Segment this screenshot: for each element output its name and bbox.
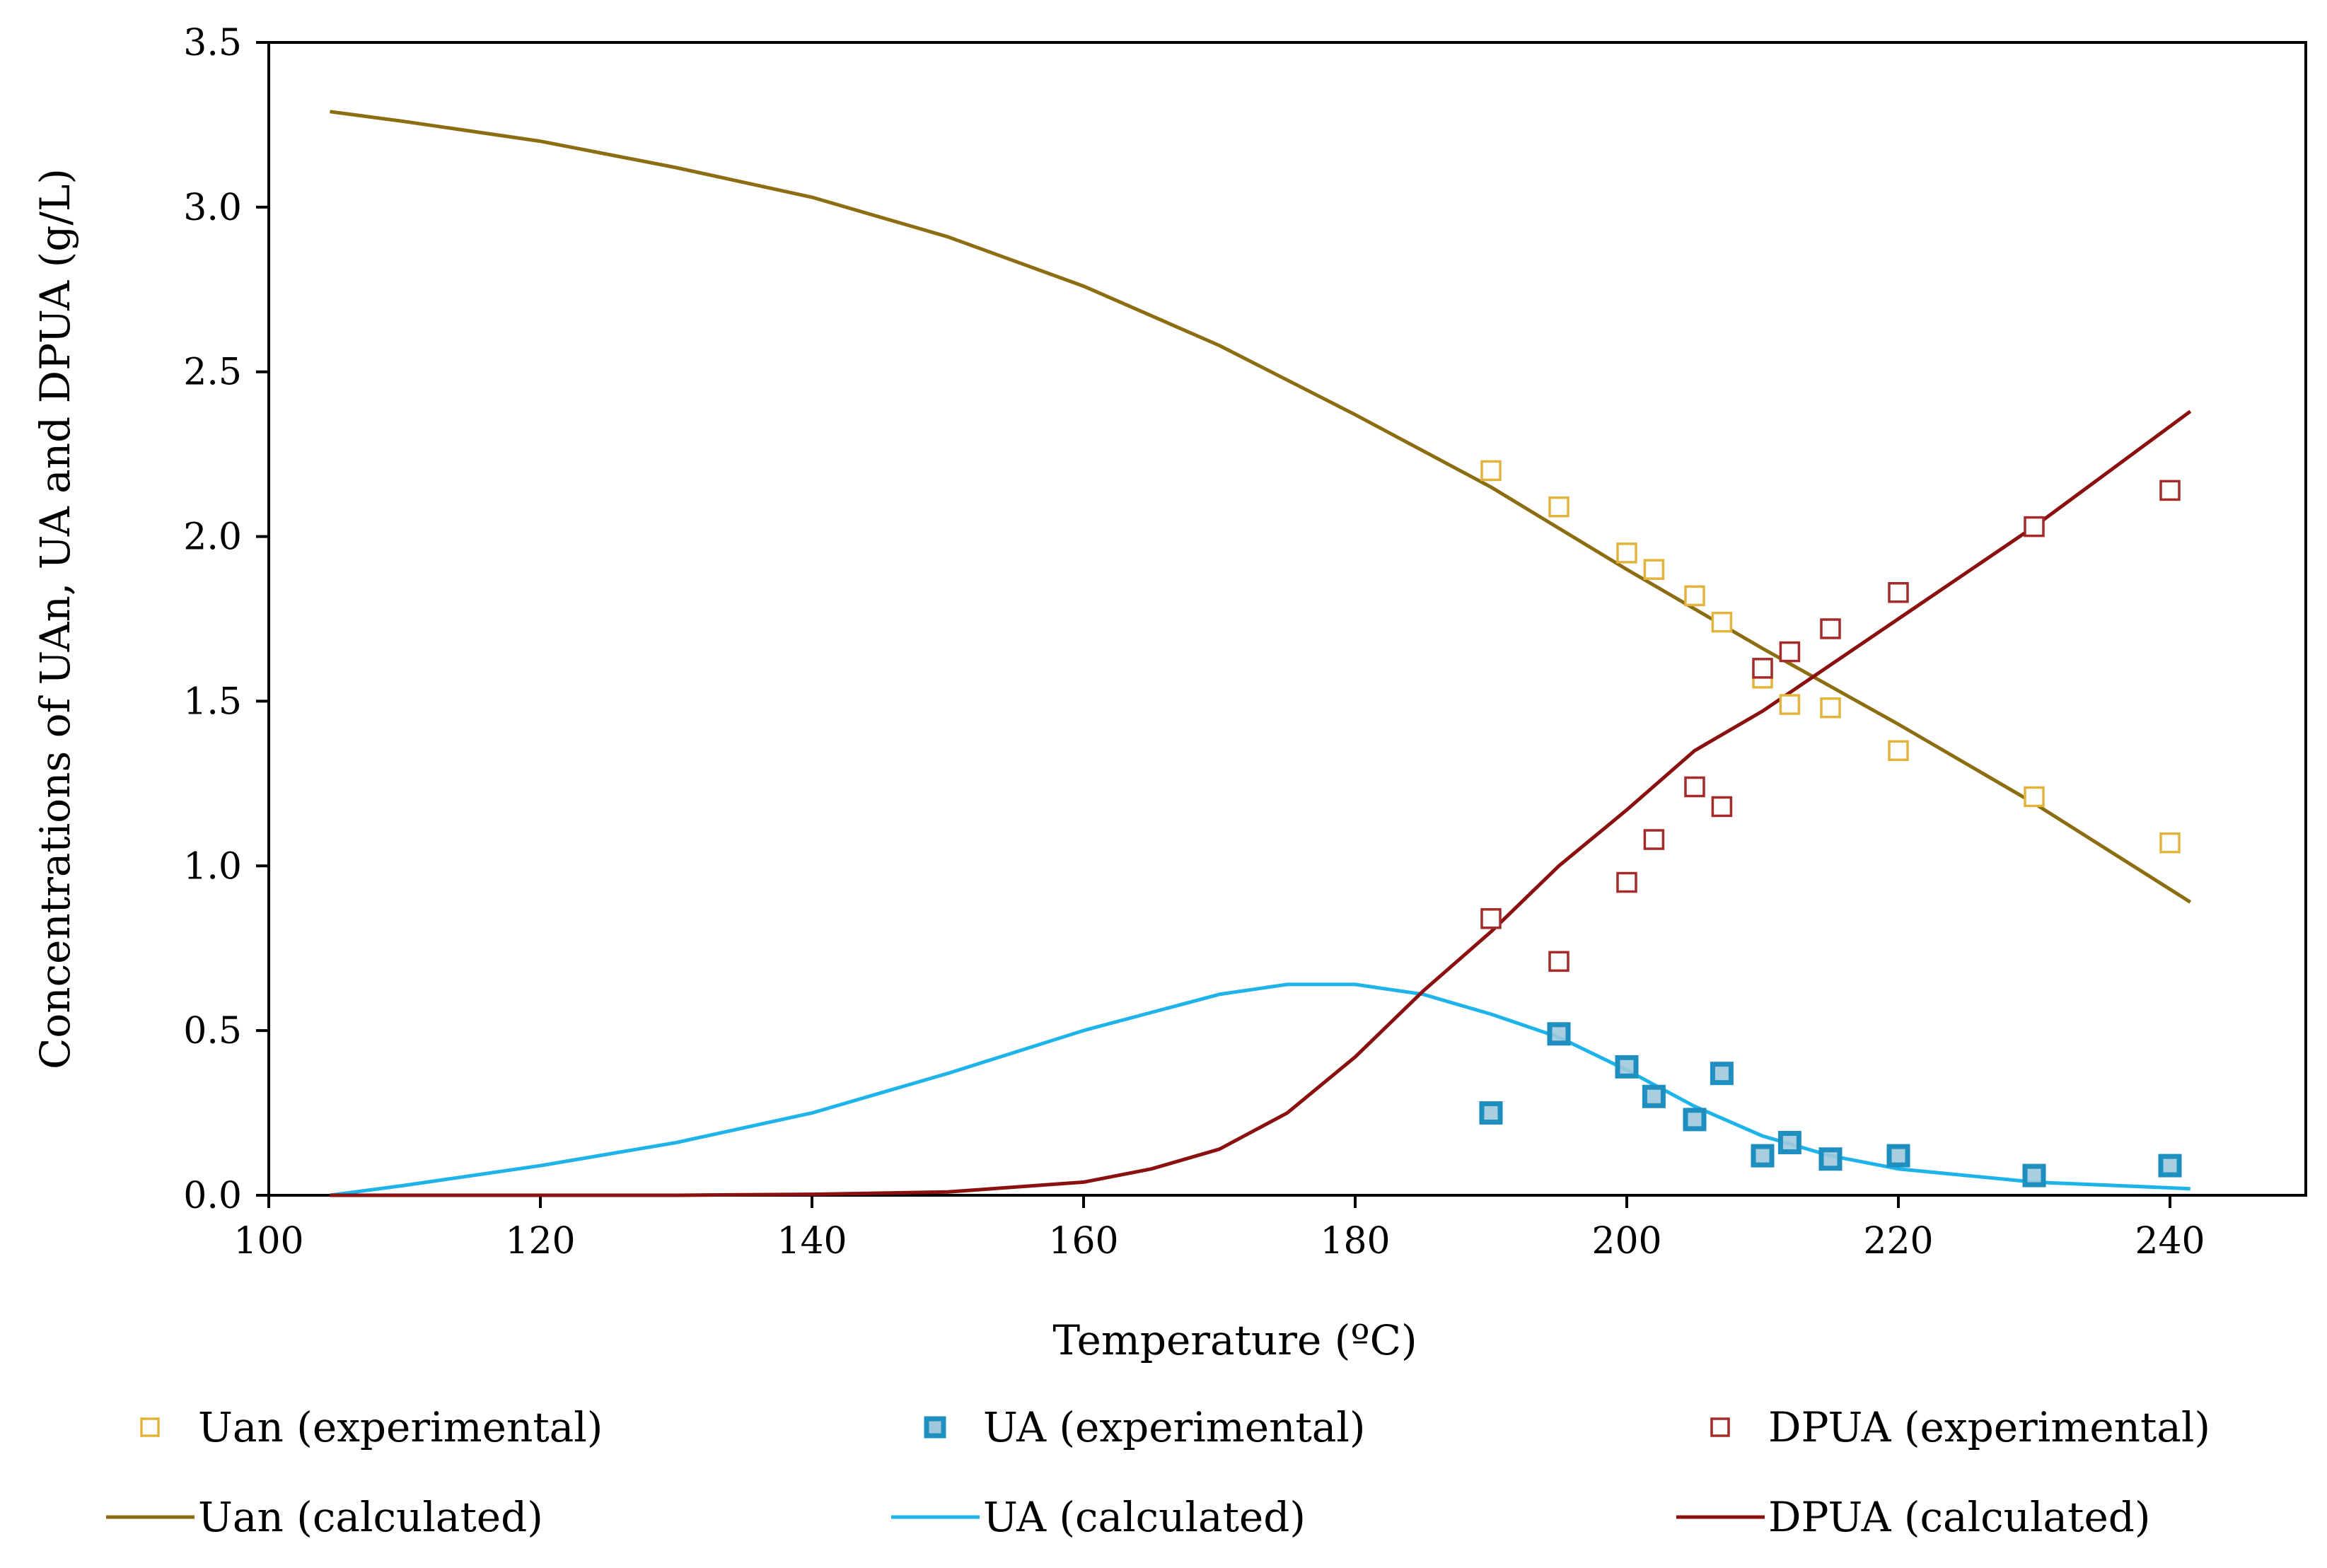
data-point-dpua-experimental: [1752, 658, 1773, 679]
data-point-uan-experimental: [1820, 697, 1841, 719]
data-point-uan-experimental: [1480, 460, 1502, 482]
x-tick-label: 140: [777, 1220, 847, 1262]
y-tick-label: 0.0: [183, 1175, 242, 1217]
legend-marker: [1710, 1417, 1730, 1437]
data-point-dpua-experimental: [1711, 796, 1733, 818]
legend-item-ua-calculated: UA (calculated): [891, 1493, 1306, 1541]
plot-frame: [267, 41, 2307, 1197]
data-point-dpua-experimental: [1820, 618, 1841, 639]
data-point-ua-experimental: [1615, 1055, 1639, 1079]
data-point-dpua-experimental: [1888, 581, 1909, 603]
legend-label: UA (experimental): [983, 1403, 1366, 1451]
series-line-dpua-calculated: [330, 410, 2192, 1197]
data-point-ua-experimental: [1886, 1144, 1910, 1168]
data-point-ua-experimental: [2158, 1154, 2182, 1178]
data-point-uan-experimental: [2159, 832, 2181, 854]
x-axis-title: Temperature (ºC): [1052, 1316, 1417, 1364]
data-point-uan-experimental: [1548, 496, 1569, 518]
data-point-ua-experimental: [1683, 1108, 1707, 1132]
data-point-ua-experimental: [1710, 1062, 1734, 1086]
data-point-dpua-experimental: [2024, 516, 2045, 538]
x-tick-label: 160: [1048, 1220, 1118, 1262]
x-axis: 100 120 140 160 180 200 220 240: [233, 1195, 2205, 1262]
data-point-ua-experimental: [1751, 1144, 1775, 1168]
legend-label: Uan (experimental): [198, 1403, 603, 1451]
legend-item-uan-calculated: Uan (calculated): [106, 1493, 543, 1541]
y-axis: 0.0 0.5 1.0 1.5 2.0 2.5 3.0 3.5: [183, 22, 269, 1217]
x-tick-label: 220: [1863, 1220, 1933, 1262]
data-point-uan-experimental: [2024, 786, 2045, 808]
y-tick-label: 1.0: [183, 845, 242, 888]
data-point-ua-experimental: [1479, 1101, 1503, 1125]
data-point-uan-experimental: [1643, 559, 1665, 580]
y-tick-label: 3.0: [183, 187, 242, 229]
data-point-dpua-experimental: [1684, 776, 1705, 798]
legend-item-ua-experimental: UA (experimental): [924, 1403, 1366, 1451]
y-axis-title: Concentrations of UAn, UA and DPUA (g/L): [31, 168, 79, 1069]
x-tick-label: 200: [1591, 1220, 1661, 1262]
y-tick-label: 2.5: [183, 352, 242, 394]
data-point-ua-experimental: [1777, 1130, 1801, 1154]
legend: Uan (experimental) UA (experimental) DPUA …: [106, 1403, 2210, 1541]
legend-item-dpua-calculated: DPUA (calculated): [1676, 1493, 2151, 1541]
legend-item-uan-experimental: Uan (experimental): [140, 1403, 603, 1451]
series-line-uan-calculated: [330, 110, 2192, 904]
legend-item-dpua-experimental: DPUA (experimental): [1710, 1403, 2210, 1451]
data-point-uan-experimental: [1888, 740, 1909, 762]
x-tick-label: 240: [2135, 1220, 2205, 1262]
data-point-dpua-experimental: [2159, 480, 2181, 501]
data-point-ua-experimental: [1547, 1022, 1571, 1046]
series-layer: [330, 110, 2192, 1197]
y-tick-label: 1.5: [183, 680, 242, 723]
x-tick-label: 100: [233, 1220, 303, 1262]
series-line-ua-calculated: [330, 982, 2190, 1197]
data-point-uan-experimental: [1779, 694, 1801, 715]
legend-label: DPUA (experimental): [1768, 1403, 2210, 1451]
legend-label: UA (calculated): [983, 1493, 1306, 1541]
y-tick-label: 0.5: [183, 1010, 242, 1052]
data-point-dpua-experimental: [1548, 951, 1569, 972]
data-point-ua-experimental: [1642, 1084, 1666, 1108]
x-tick-label: 120: [505, 1220, 575, 1262]
data-point-uan-experimental: [1684, 585, 1705, 607]
data-point-dpua-experimental: [1616, 871, 1637, 893]
data-point-dpua-experimental: [1643, 829, 1665, 850]
data-point-uan-experimental: [1616, 542, 1637, 564]
data-point-uan-experimental: [1711, 611, 1733, 633]
data-point-ua-experimental: [2022, 1163, 2046, 1187]
y-tick-label: 3.5: [183, 22, 242, 64]
y-tick-label: 2.0: [183, 516, 242, 559]
x-tick-label: 180: [1320, 1220, 1390, 1262]
legend-marker: [924, 1416, 946, 1439]
legend-marker: [140, 1417, 160, 1437]
data-point-dpua-experimental: [1779, 641, 1801, 663]
data-point-ua-experimental: [1818, 1147, 1843, 1171]
legend-label: Uan (calculated): [198, 1493, 543, 1541]
data-point-dpua-experimental: [1480, 908, 1502, 929]
legend-label: DPUA (calculated): [1768, 1493, 2151, 1541]
